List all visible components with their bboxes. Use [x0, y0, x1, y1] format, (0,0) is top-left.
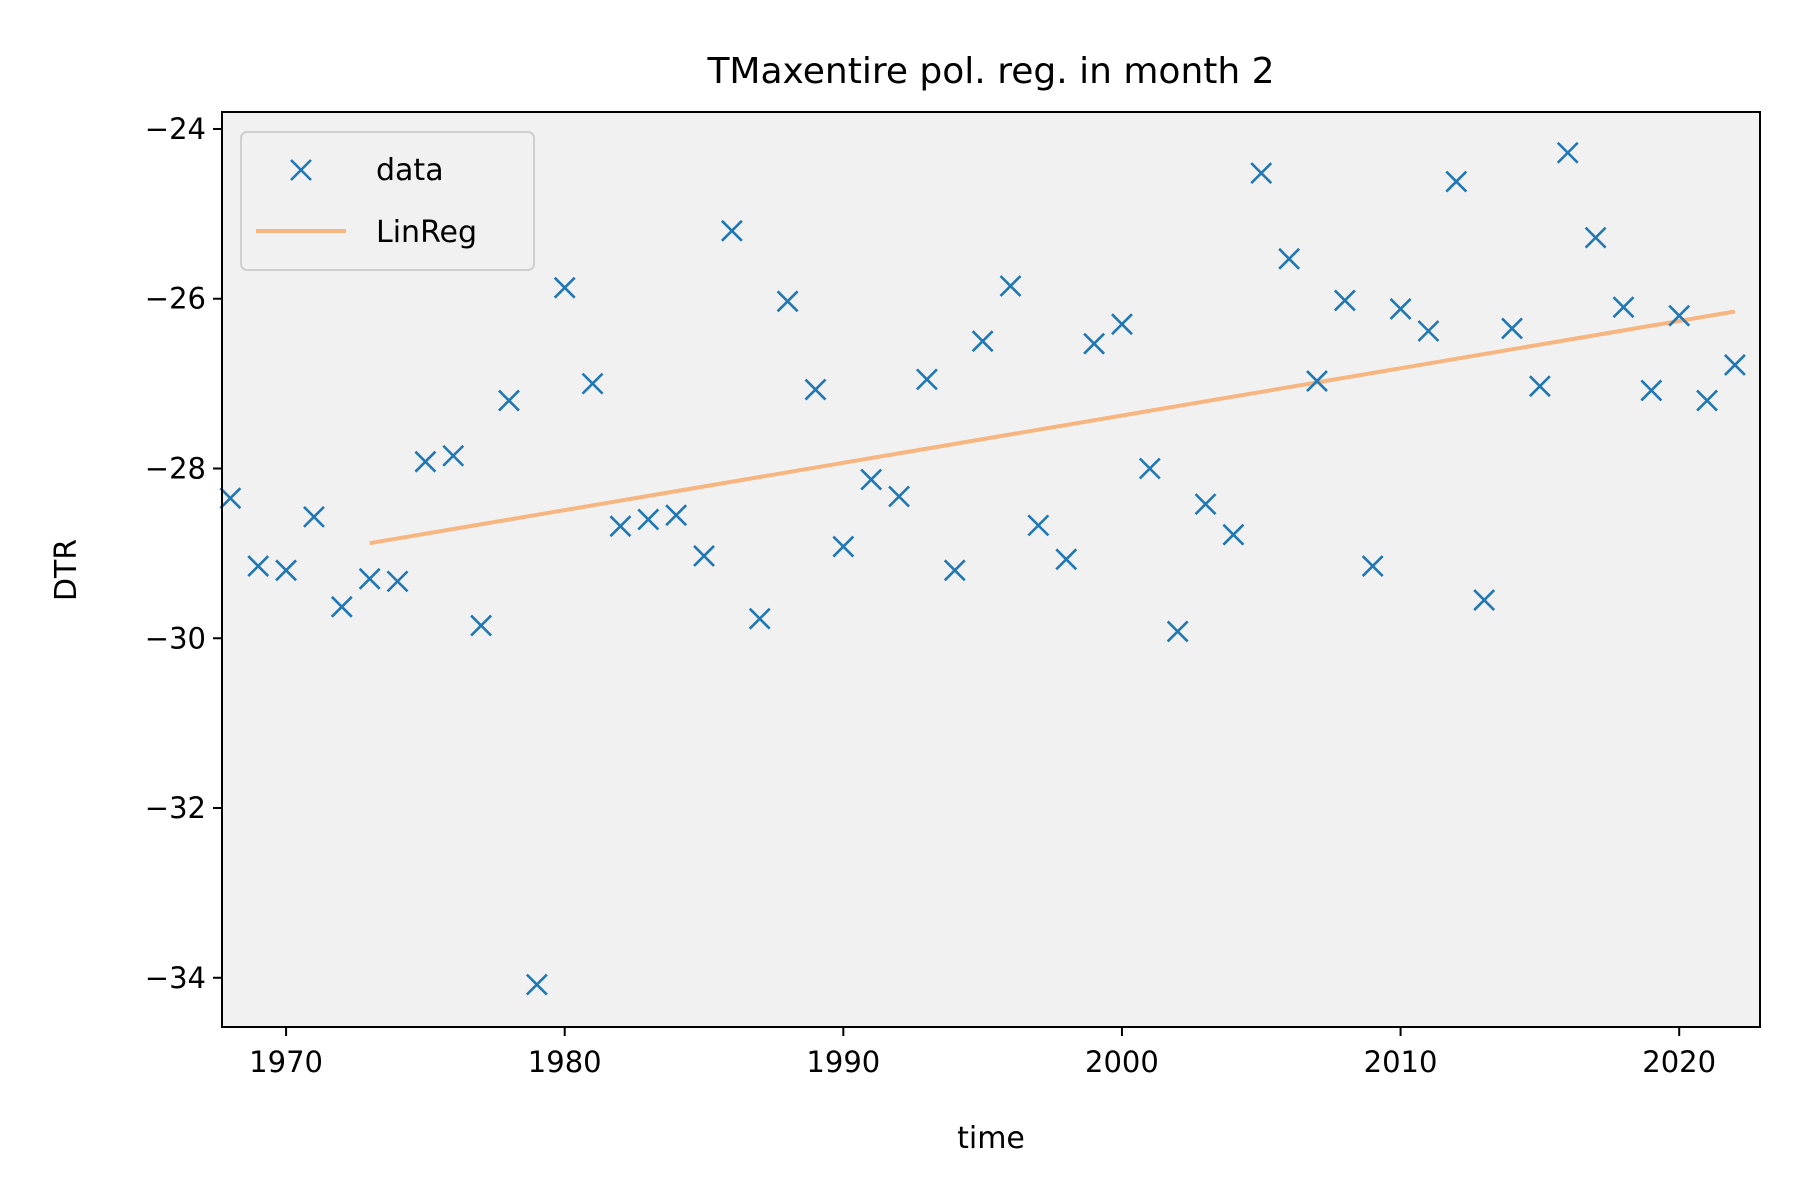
data-point [1696, 389, 1718, 412]
data-point [999, 275, 1022, 297]
data-point [1361, 555, 1384, 578]
y-tick-label: −26 [145, 282, 206, 316]
legend-data-marker [290, 159, 312, 181]
chart-title: TMaxentire pol. reg. in month 2 [706, 51, 1274, 92]
legend: data LinReg [240, 131, 535, 271]
data-point [414, 450, 437, 473]
legend-box [240, 131, 535, 271]
y-axis: −24 −26 −28 −30 −32 −34 [145, 112, 222, 995]
data-point [665, 504, 688, 527]
plot-frame [221, 111, 1761, 1028]
data-point [553, 276, 576, 299]
data-point [804, 378, 827, 401]
data-point [748, 607, 771, 630]
data-point [1445, 170, 1468, 193]
data-point [247, 555, 270, 578]
data-point [581, 372, 604, 395]
data-point [1111, 313, 1133, 336]
legend-x-marker [290, 159, 312, 181]
x-tick-label: 2000 [1085, 1045, 1159, 1079]
data-point [693, 545, 715, 567]
legend-label-linreg: LinReg [376, 215, 477, 250]
data-point [1027, 514, 1050, 537]
data-point [1083, 332, 1106, 355]
x-tick-label: 2020 [1642, 1045, 1716, 1079]
data-point [637, 508, 660, 531]
y-tick-label: −32 [145, 791, 206, 825]
data-point [386, 570, 409, 593]
data-point [1724, 354, 1746, 376]
linreg-line [369, 309, 1736, 546]
data-point [498, 389, 520, 412]
data-point [1417, 320, 1440, 342]
data-point [1389, 298, 1412, 320]
data-point [1306, 370, 1328, 392]
data-point [219, 487, 242, 510]
data-point [1138, 457, 1161, 480]
x-tick-label: 1990 [806, 1045, 880, 1079]
y-axis-label: DTR [49, 539, 84, 601]
y-tick-label: −30 [145, 621, 206, 655]
data-point [1668, 304, 1691, 327]
data-point [832, 535, 855, 558]
data-point [1584, 226, 1607, 249]
data-point [442, 444, 465, 467]
data-point [1501, 317, 1523, 340]
data-point [1640, 379, 1663, 402]
data-point [1166, 620, 1189, 643]
data-point [525, 973, 548, 996]
legend-label-data: data [376, 153, 444, 188]
data-point [1473, 589, 1496, 611]
data-point [776, 290, 799, 313]
data-point [1250, 162, 1273, 185]
data-point [1528, 375, 1551, 398]
linreg-series [369, 309, 1736, 546]
x-axis: 1970 1980 1990 2000 2010 2020 [249, 1027, 1716, 1079]
data-point [1556, 141, 1579, 164]
y-tick-label: −24 [145, 112, 206, 146]
data-point [971, 330, 994, 353]
x-tick-label: 2010 [1364, 1045, 1438, 1079]
x-tick-label: 1980 [528, 1045, 602, 1079]
data-point [303, 505, 325, 528]
data-point [275, 559, 298, 582]
x-tick-label: 1970 [249, 1045, 323, 1079]
data-point [860, 468, 883, 491]
data-point [1055, 548, 1078, 571]
data-point [358, 567, 381, 590]
data-point [330, 595, 353, 618]
data-point [1222, 523, 1245, 546]
x-axis-label: time [957, 1121, 1025, 1156]
data-point [888, 485, 910, 508]
data-point [1612, 296, 1635, 319]
data-point [720, 219, 743, 242]
data-point [609, 515, 632, 538]
y-tick-label: −28 [145, 451, 206, 485]
data-point [1278, 247, 1301, 270]
data-point [470, 614, 493, 637]
y-tick-label: −34 [145, 961, 206, 995]
data-point [1333, 289, 1356, 312]
data-point [943, 559, 966, 582]
data-series [219, 141, 1746, 996]
data-point [915, 368, 938, 391]
data-point [1194, 493, 1217, 516]
